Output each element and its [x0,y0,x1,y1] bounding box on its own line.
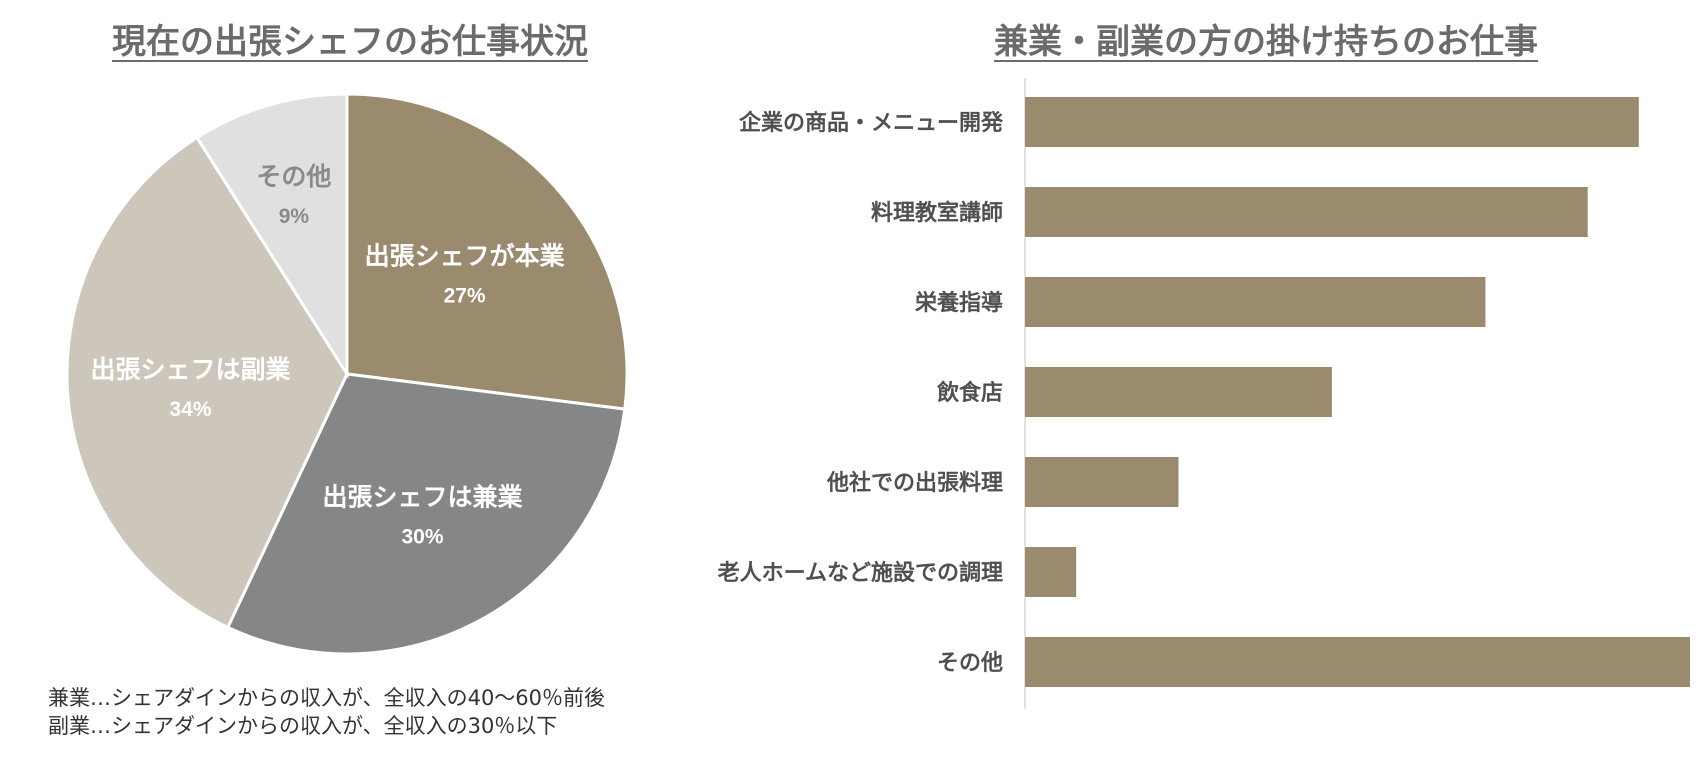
bar-5 [1025,547,1077,597]
bar-category-label-6: その他 [937,651,1003,676]
pie-chart-title: 現在の出張シェフのお仕事状況 [112,22,588,62]
note-fukugyo: 副業…シェアダインからの収入が、全収入の30％以下 [48,714,558,738]
bar-category-label-2: 栄養指導 [914,290,1003,316]
pie-slice-name-3: その他 [256,162,331,191]
bar-chart-panel: 兼業・副業の方の掛け持ちのお仕事 企業の商品・メニュー開発料理教室講師栄養指導飲… [690,0,1706,766]
bar-category-label-3: 飲食店 [936,380,1003,406]
pie-slice-percent-1: 30% [401,525,443,548]
pie-slice-percent-3: 9% [279,205,310,228]
pie-slice-3 [194,92,349,380]
pie-slice-name-0: 出張シェフが本業 [365,241,565,270]
note-kengyo: 兼業…シェアダインからの収入が、全収入の40～60％前後 [48,686,606,710]
pie-slice-percent-0: 27% [444,284,486,307]
bar-6 [1025,637,1690,687]
pie-slice-percent-2: 34% [169,398,211,421]
bar-category-label-4: 他社での出張料理 [826,470,1003,496]
pie-slice-name-1: 出張シェフは兼業 [322,482,522,511]
bar-3 [1025,367,1332,417]
bar-chart: 企業の商品・メニュー開発料理教室講師栄養指導飲食店他社での出張料理老人ホームなど… [717,78,1690,709]
bar-0 [1025,97,1639,147]
bar-category-label-0: 企業の商品・メニュー開発 [738,110,1004,136]
pie-slice-2 [65,135,349,630]
pie-chart: 出張シェフが本業 27% 出張シェフは兼業 30% 出張シェフは副業 34% その他 9% [65,92,629,656]
bar-2 [1025,277,1486,327]
pie-slice-name-2: 出張シェフは副業 [90,355,290,384]
bar-chart-title: 兼業・副業の方の掛け持ちのお仕事 [994,22,1538,62]
pie-chart-panel: 現在の出張シェフのお仕事状況 出張シェフが本業 27% 出張シェフは兼業 30% 出張シ… [0,0,690,766]
bar-category-label-1: 料理教室講師 [871,200,1003,226]
bar-4 [1025,457,1179,507]
pie-notes: 兼業…シェアダインからの収入が、全収入の40～60％前後 副業…シェアダインから… [48,684,605,740]
bar-1 [1025,187,1588,237]
pie-slice-0 [345,92,629,411]
bar-category-label-5: 老人ホームなど施設での調理 [717,560,1003,586]
pie-slice-1 [225,372,627,656]
